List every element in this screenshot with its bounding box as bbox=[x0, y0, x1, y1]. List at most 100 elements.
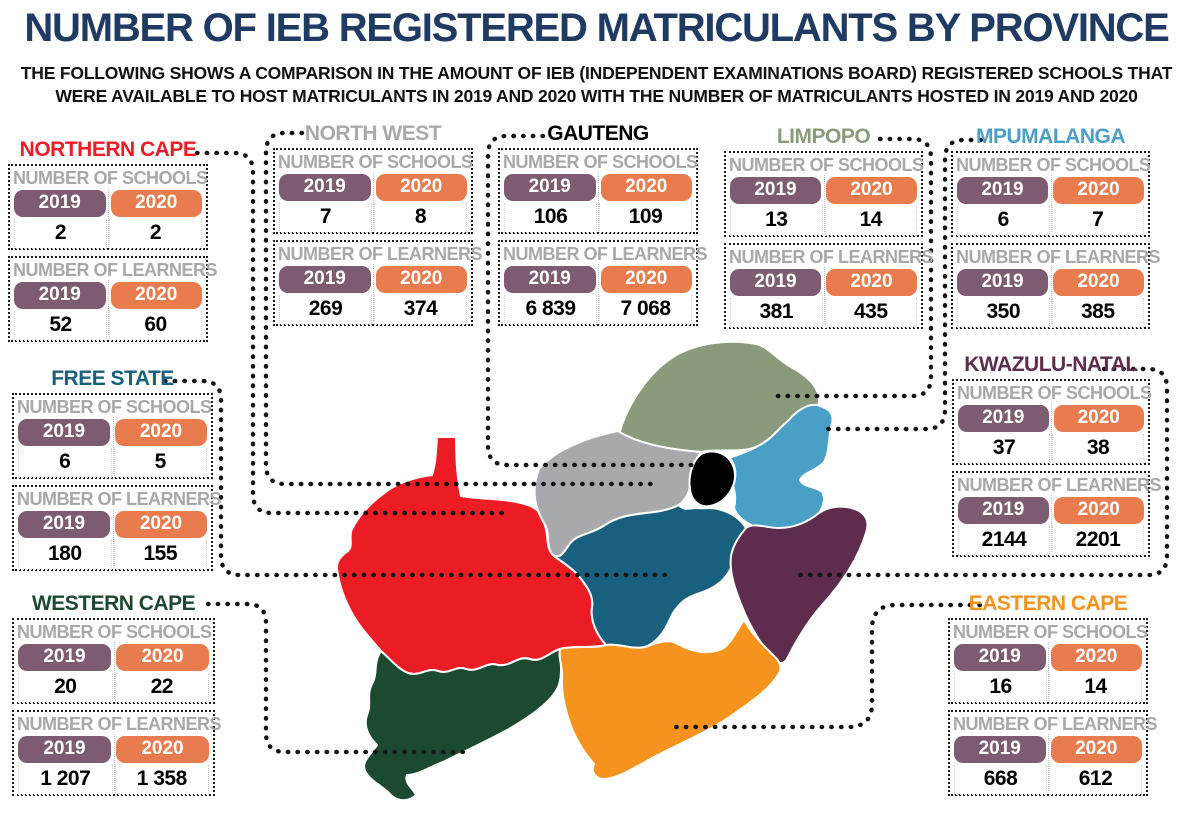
schools-2020-value: 38 bbox=[1052, 434, 1144, 464]
schools-2020-value: 109 bbox=[599, 203, 692, 233]
map-region-kwazulu-natal bbox=[729, 505, 869, 665]
learners-box: NUMBER OF LEARNERS 2019 2020 6 839 7 068 bbox=[498, 240, 708, 326]
learners-2019-value: 2144 bbox=[958, 526, 1050, 556]
connector-lines bbox=[162, 130, 1170, 755]
province-panel-north-west: NORTH WEST NUMBER OF SCHOOLS 2019 2020 7… bbox=[273, 122, 483, 332]
learners-box: NUMBER OF LEARNERS 2019 2020 269 374 bbox=[273, 240, 483, 326]
learners-2020-value: 155 bbox=[113, 540, 207, 570]
year-pill-2020: 2020 bbox=[600, 174, 692, 201]
learners-header: NUMBER OF LEARNERS bbox=[278, 244, 483, 264]
map-hole-lesotho bbox=[673, 593, 730, 647]
province-panel-limpopo: LIMPOPO NUMBER OF SCHOOLS 2019 2020 13 1… bbox=[724, 125, 934, 335]
year-pill-2019: 2019 bbox=[18, 644, 111, 671]
province-title-western-cape: WESTERN CAPE bbox=[31, 592, 196, 615]
year-pill-2019: 2019 bbox=[954, 736, 1046, 763]
year-pill-2019: 2019 bbox=[504, 266, 596, 293]
province-panel-free-state: FREE STATE NUMBER OF SCHOOLS 2019 2020 6… bbox=[12, 367, 222, 577]
learners-2020-value: 435 bbox=[824, 298, 917, 328]
year-pill-2020: 2020 bbox=[1050, 644, 1142, 671]
learners-box: NUMBER OF LEARNERS 2019 2020 52 60 bbox=[8, 256, 218, 342]
schools-box: NUMBER OF SCHOOLS 2019 2020 20 22 bbox=[12, 618, 215, 704]
learners-box: NUMBER OF LEARNERS 2019 2020 1 207 1 358 bbox=[12, 710, 222, 796]
schools-box: NUMBER OF SCHOOLS 2019 2020 6 5 bbox=[12, 393, 213, 479]
schools-2020-value: 7 bbox=[1051, 206, 1144, 236]
schools-2020-value: 14 bbox=[1049, 673, 1142, 703]
schools-header: NUMBER OF SCHOOLS bbox=[17, 622, 212, 642]
connector-gauteng bbox=[485, 133, 695, 468]
province-title-free-state: FREE STATE bbox=[51, 367, 174, 390]
year-pill-2020: 2020 bbox=[1050, 736, 1142, 763]
province-panel-mpumalanga: MPUMALANGA NUMBER OF SCHOOLS 2019 2020 6… bbox=[951, 125, 1161, 335]
province-title-gauteng: GAUTENG bbox=[547, 122, 649, 145]
schools-2019-value: 16 bbox=[954, 673, 1047, 703]
learners-header: NUMBER OF LEARNERS bbox=[957, 475, 1162, 495]
province-panel-northern-cape: NORTHERN CAPE NUMBER OF SCHOOLS 2019 202… bbox=[8, 139, 218, 348]
connector-mpumalanga bbox=[817, 137, 984, 432]
learners-header: NUMBER OF LEARNERS bbox=[953, 714, 1158, 734]
subtitle-line-1: THE FOLLOWING SHOWS A COMPARISON IN THE … bbox=[20, 63, 1173, 83]
learners-2019-value: 269 bbox=[279, 295, 372, 325]
learners-2020-value: 612 bbox=[1049, 765, 1142, 795]
schools-header: NUMBER OF SCHOOLS bbox=[729, 155, 924, 175]
province-panel-gauteng: GAUTENG NUMBER OF SCHOOLS 2019 2020 106 … bbox=[498, 122, 708, 332]
province-title-kwazulu-natal: KWAZULU-NATAL bbox=[964, 353, 1138, 376]
year-pill-2019: 2019 bbox=[279, 266, 371, 293]
map-region-free-state bbox=[552, 504, 747, 649]
schools-header: NUMBER OF SCHOOLS bbox=[13, 168, 208, 188]
schools-2019-value: 20 bbox=[18, 673, 113, 703]
schools-box: NUMBER OF SCHOOLS 2019 2020 6 7 bbox=[951, 151, 1151, 237]
year-pill-2020: 2020 bbox=[116, 736, 209, 763]
schools-2019-value: 13 bbox=[730, 206, 823, 236]
year-pill-2020: 2020 bbox=[110, 190, 202, 217]
year-pill-2020: 2020 bbox=[1053, 497, 1144, 524]
schools-2019-value: 6 bbox=[957, 206, 1050, 236]
connector-limpopo bbox=[773, 136, 934, 399]
year-pill-2020: 2020 bbox=[115, 511, 207, 538]
year-pill-2020: 2020 bbox=[600, 266, 692, 293]
year-pill-2020: 2020 bbox=[110, 282, 202, 309]
schools-box: NUMBER OF SCHOOLS 2019 2020 37 38 bbox=[952, 379, 1152, 465]
learners-2019-value: 52 bbox=[14, 311, 107, 341]
year-pill-2020: 2020 bbox=[1053, 405, 1144, 432]
map-region-western-cape bbox=[363, 648, 563, 802]
learners-box: NUMBER OF LEARNERS 2019 2020 381 435 bbox=[724, 243, 934, 329]
learners-box: NUMBER OF LEARNERS 2019 2020 668 612 bbox=[948, 710, 1158, 796]
learners-2020-value: 2201 bbox=[1052, 526, 1144, 556]
learners-header: NUMBER OF LEARNERS bbox=[503, 244, 708, 264]
year-pill-2019: 2019 bbox=[957, 177, 1048, 204]
year-pill-2019: 2019 bbox=[18, 419, 110, 446]
province-title-north-west: NORTH WEST bbox=[304, 122, 442, 145]
schools-2020-value: 8 bbox=[374, 203, 467, 233]
schools-header: NUMBER OF SCHOOLS bbox=[17, 397, 212, 417]
schools-box: NUMBER OF SCHOOLS 2019 2020 16 14 bbox=[948, 618, 1148, 704]
year-pill-2019: 2019 bbox=[14, 282, 106, 309]
province-title-limpopo: LIMPOPO bbox=[776, 125, 871, 148]
year-pill-2019: 2019 bbox=[18, 511, 110, 538]
province-title-eastern-cape: EASTERN CAPE bbox=[968, 592, 1128, 615]
schools-header: NUMBER OF SCHOOLS bbox=[278, 152, 473, 172]
schools-box: NUMBER OF SCHOOLS 2019 2020 2 2 bbox=[8, 164, 208, 250]
province-title-mpumalanga: MPUMALANGA bbox=[976, 125, 1125, 148]
schools-2019-value: 106 bbox=[504, 203, 597, 233]
map-region-gauteng bbox=[688, 450, 737, 508]
year-pill-2019: 2019 bbox=[730, 269, 821, 296]
year-pill-2020: 2020 bbox=[1053, 177, 1144, 204]
year-pill-2019: 2019 bbox=[730, 177, 821, 204]
year-pill-2020: 2020 bbox=[115, 419, 207, 446]
learners-2019-value: 381 bbox=[730, 298, 823, 328]
schools-2020-value: 2 bbox=[109, 219, 202, 249]
learners-2020-value: 385 bbox=[1051, 298, 1144, 328]
connector-free-state bbox=[162, 378, 671, 578]
learners-2019-value: 668 bbox=[954, 765, 1047, 795]
schools-header: NUMBER OF SCHOOLS bbox=[503, 152, 698, 172]
schools-header: NUMBER OF SCHOOLS bbox=[957, 383, 1152, 403]
year-pill-2020: 2020 bbox=[375, 174, 467, 201]
learners-2019-value: 180 bbox=[18, 540, 112, 570]
schools-box: NUMBER OF SCHOOLS 2019 2020 13 14 bbox=[724, 151, 924, 237]
schools-2020-value: 22 bbox=[114, 673, 209, 703]
learners-box: NUMBER OF LEARNERS 2019 2020 350 385 bbox=[951, 243, 1161, 329]
schools-2020-value: 5 bbox=[113, 448, 207, 478]
page-subtitle: THE FOLLOWING SHOWS A COMPARISON IN THE … bbox=[0, 62, 1193, 108]
